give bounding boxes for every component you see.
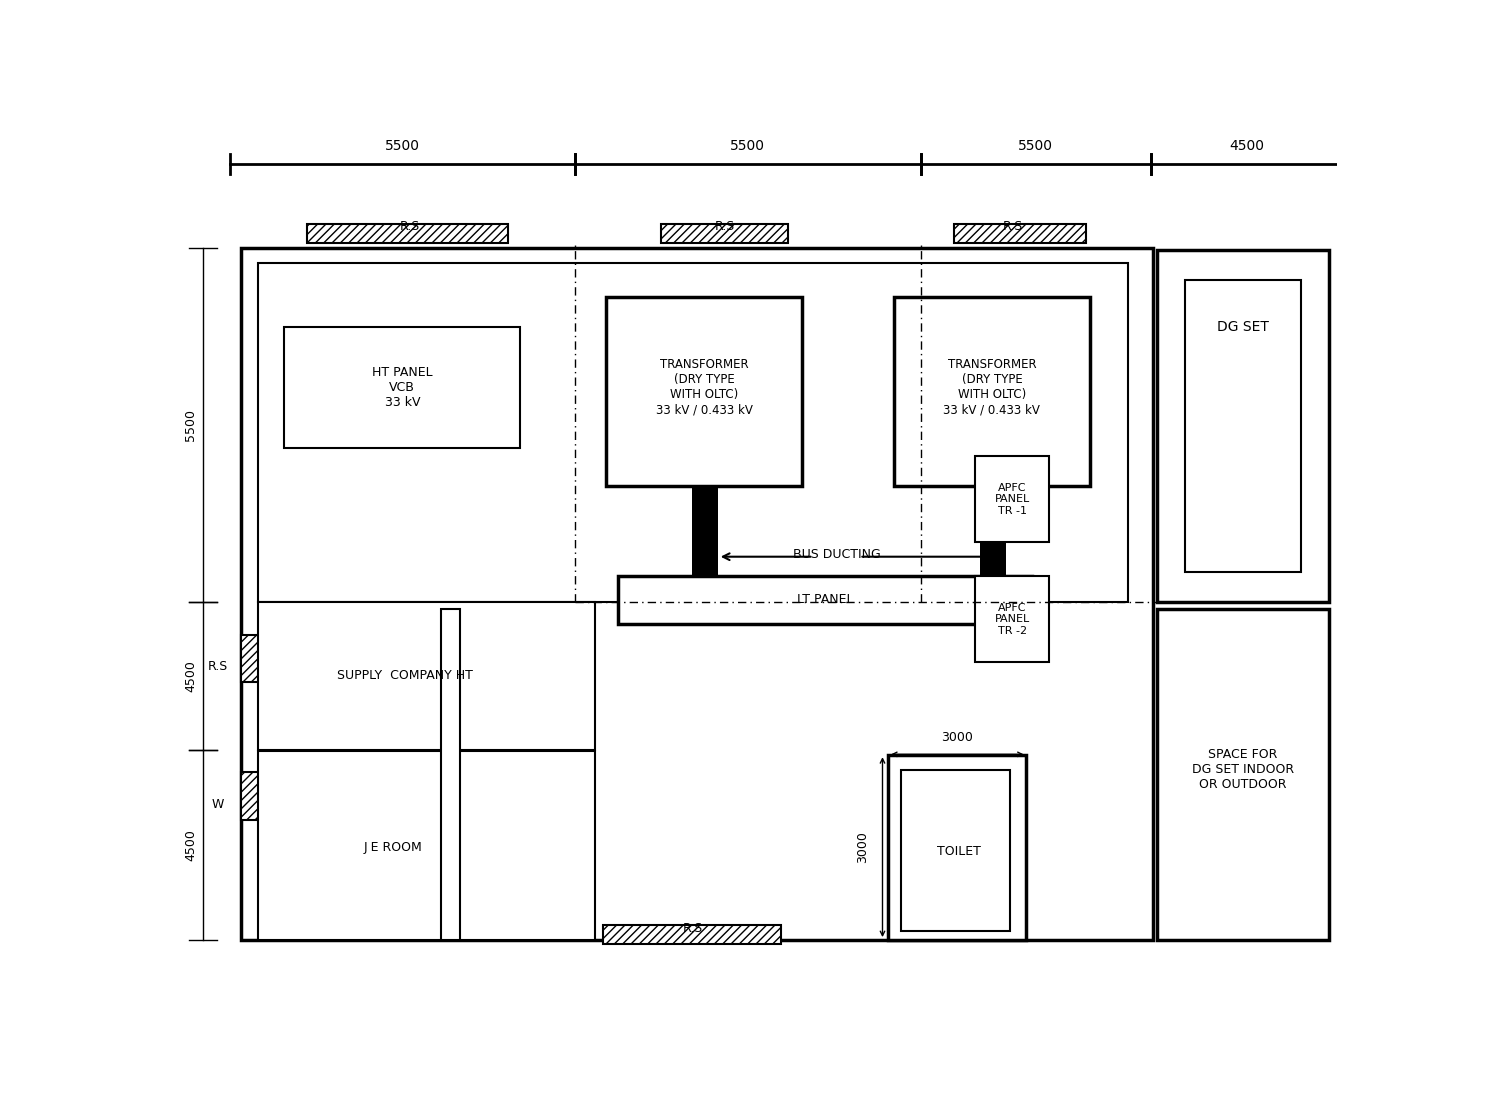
Bar <box>1156 609 1330 940</box>
Text: J E ROOM: J E ROOM <box>364 840 422 854</box>
Bar <box>1186 280 1300 573</box>
Text: R.S: R.S <box>1003 220 1022 233</box>
Text: BUS DUCTING: BUS DUCTING <box>792 548 880 561</box>
Bar <box>1156 250 1330 603</box>
Text: 5500: 5500 <box>1018 138 1054 153</box>
Text: 5500: 5500 <box>730 138 765 153</box>
Text: 5500: 5500 <box>184 410 198 441</box>
Text: W: W <box>212 798 224 810</box>
Text: SUPPLY  COMPANY HT: SUPPLY COMPANY HT <box>337 668 473 682</box>
Bar <box>975 577 1049 663</box>
Bar <box>954 224 1086 243</box>
Bar <box>603 925 782 944</box>
Bar <box>692 487 718 585</box>
Text: R.S: R.S <box>400 220 421 233</box>
Bar <box>618 577 1033 624</box>
Bar <box>981 487 1006 585</box>
Text: 3000: 3000 <box>856 831 869 863</box>
Text: TRANSFORMER
(DRY TYPE
WITH OLTC)
33 kV / 0.433 kV: TRANSFORMER (DRY TYPE WITH OLTC) 33 kV /… <box>655 358 752 416</box>
Text: TOILET: TOILET <box>936 845 981 858</box>
Bar <box>259 603 594 750</box>
Bar <box>889 756 1027 940</box>
Bar <box>241 248 1153 940</box>
Text: APFC
PANEL
TR -1: APFC PANEL TR -1 <box>996 482 1030 516</box>
Text: SPACE FOR
DG SET INDOOR
OR OUTDOOR: SPACE FOR DG SET INDOOR OR OUTDOOR <box>1192 749 1294 791</box>
Text: 4500: 4500 <box>184 661 198 692</box>
Text: 4500: 4500 <box>1229 138 1265 153</box>
Text: 3000: 3000 <box>942 731 973 744</box>
Text: TRANSFORMER
(DRY TYPE
WITH OLTC)
33 kV / 0.433 kV: TRANSFORMER (DRY TYPE WITH OLTC) 33 kV /… <box>944 358 1040 416</box>
Text: R.S: R.S <box>682 922 703 935</box>
Text: R.S: R.S <box>208 661 229 673</box>
Text: 4500: 4500 <box>184 829 198 860</box>
Bar <box>284 327 520 448</box>
Bar <box>895 297 1089 487</box>
Text: R.S: R.S <box>715 220 736 233</box>
Text: APFC
PANEL
TR -2: APFC PANEL TR -2 <box>996 603 1030 636</box>
Bar <box>606 297 802 487</box>
Bar <box>441 609 459 940</box>
Bar <box>975 456 1049 542</box>
Text: 5500: 5500 <box>385 138 419 153</box>
Text: DG SET: DG SET <box>1217 320 1269 335</box>
Bar <box>901 770 1010 931</box>
Text: LT PANEL: LT PANEL <box>796 594 853 606</box>
Text: HT PANEL
VCB
33 kV: HT PANEL VCB 33 kV <box>372 366 432 408</box>
Bar <box>241 772 266 819</box>
Bar <box>306 224 508 243</box>
Bar <box>259 751 594 940</box>
Bar <box>241 635 266 682</box>
Bar <box>259 262 1128 603</box>
Bar <box>661 224 788 243</box>
